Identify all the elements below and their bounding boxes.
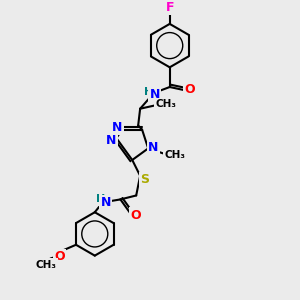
- Text: CH₃: CH₃: [155, 99, 176, 109]
- Text: N: N: [106, 134, 117, 146]
- Text: O: O: [130, 209, 140, 222]
- Text: N: N: [150, 88, 160, 101]
- Text: F: F: [166, 1, 174, 13]
- Text: N: N: [112, 121, 123, 134]
- Text: H: H: [96, 194, 105, 204]
- Text: S: S: [141, 173, 150, 186]
- Text: O: O: [54, 250, 64, 263]
- Text: N: N: [100, 196, 111, 209]
- Text: H: H: [144, 87, 154, 97]
- Text: CH₃: CH₃: [164, 150, 185, 160]
- Text: O: O: [184, 83, 195, 97]
- Text: CH₃: CH₃: [36, 260, 57, 269]
- Text: N: N: [148, 141, 158, 154]
